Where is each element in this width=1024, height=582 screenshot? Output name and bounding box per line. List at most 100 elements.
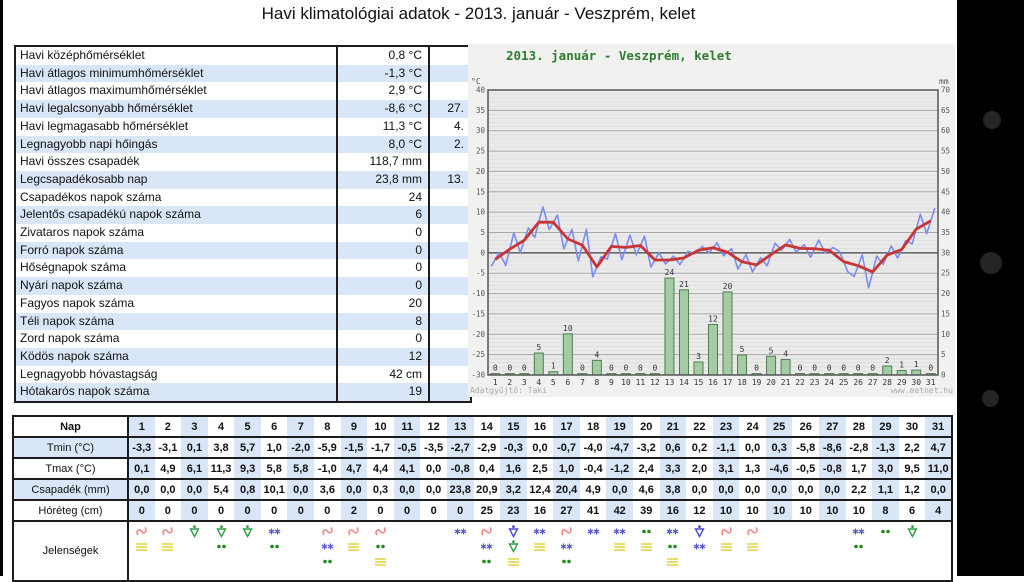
chart-source-left: Adatgyűjtő: Taki xyxy=(470,386,547,395)
rain-icon xyxy=(269,544,279,549)
precip-bar xyxy=(737,354,748,376)
stat-label: Legnagyobb napi hőingás xyxy=(15,135,338,154)
x-axis-label: 28 xyxy=(882,378,892,387)
y-axis-label-right: 10 xyxy=(941,330,951,339)
y-axis-label-right: 0 xyxy=(941,371,946,380)
daily-data-table: Nap 1 2 3 4 5 6 7 8 9 10 11 12 13 14 15 16 17 18 19 20 21 22 23… xyxy=(12,415,953,582)
bar-value-label: 0 xyxy=(493,364,498,373)
snow-shower-icon xyxy=(694,525,705,538)
stats-row: Fagyos napok száma 20 xyxy=(15,294,471,313)
y-axis-label-right: 60 xyxy=(941,126,951,135)
stats-row: Havi legmagasabb hőmérséklet 11,3 °C 4. xyxy=(15,117,471,136)
precip-cell: 0,0 xyxy=(739,478,766,500)
precip-cell: 0,0 xyxy=(420,478,447,500)
phenomena-stack xyxy=(208,523,235,553)
bar-value-label: 0 xyxy=(653,364,658,373)
bar-value-label: 0 xyxy=(609,364,614,373)
phenomena-stack xyxy=(261,523,288,553)
stat-value: -1,3 °C xyxy=(384,65,422,80)
phenomena-stack xyxy=(234,523,261,538)
phenomena-cell xyxy=(260,520,288,581)
tmin-cell: -3,5 xyxy=(420,436,447,458)
stat-label: Havi középhőmérséklet xyxy=(15,46,338,65)
stat-value: 0 xyxy=(415,225,422,240)
tmin-cell: 0,6 xyxy=(659,436,687,458)
phenomena-stack xyxy=(129,523,155,553)
x-axis-label: 4 xyxy=(536,378,541,387)
day-header-cell: 31 xyxy=(925,416,952,437)
phenomena-cell xyxy=(287,520,315,581)
freezing-icon xyxy=(747,527,758,536)
phenomena-cell xyxy=(659,520,687,581)
stat-value: 0 xyxy=(415,278,422,293)
temp-mean-line xyxy=(494,219,932,274)
y-axis-label-left: -30 xyxy=(471,371,485,380)
tmax-cell: 9,5 xyxy=(898,457,926,479)
tmin-cell: 0,0 xyxy=(526,436,554,458)
tmax-cell: 0,1 xyxy=(128,457,155,479)
stats-row: Havi átlagos maximumhőmérséklet 2,9 °C xyxy=(15,82,471,101)
stat-label: Havi átlagos maximumhőmérséklet xyxy=(15,82,338,101)
x-axis-label: 26 xyxy=(853,378,863,387)
tmax-cell: 3,3 xyxy=(659,457,687,479)
phenomena-stack xyxy=(792,523,819,525)
y-axis-label-right: 65 xyxy=(941,106,950,115)
left-axis-unit: °C xyxy=(471,77,481,86)
y-axis-label-left: -25 xyxy=(471,350,485,359)
phenomena-cell xyxy=(686,520,713,581)
stat-value: 42 cm xyxy=(389,366,422,381)
x-axis-label: 6 xyxy=(565,378,570,387)
stat-value: 20 xyxy=(408,295,422,310)
tmin-cell: 0,2 xyxy=(686,436,713,458)
phenomena-stack xyxy=(447,523,474,538)
fog-icon xyxy=(162,543,174,551)
stat-date xyxy=(428,347,471,366)
day-header-cell: 5 xyxy=(234,416,261,437)
stats-row: Nyári napok száma 0 xyxy=(15,277,471,295)
stats-row: Téli napok száma 8 xyxy=(15,312,471,331)
tmax-cell: 2,0 xyxy=(686,457,713,479)
y-axis-label-left: 30 xyxy=(476,126,486,135)
phenomena-stack xyxy=(553,523,580,568)
stats-row: Ködös napok száma 12 xyxy=(15,347,471,366)
fog-icon xyxy=(747,543,759,551)
snow-depth-cell: 0 xyxy=(367,499,394,521)
snow-icon xyxy=(560,543,573,550)
precip-row-label: Csapadék (mm) xyxy=(13,478,129,500)
rain-icon xyxy=(854,544,864,549)
stat-label: Havi átlagos minimumhőmérséklet xyxy=(15,64,338,83)
snow-depth-cell: 25 xyxy=(473,499,501,521)
phenomena-stack xyxy=(394,523,421,525)
x-axis-label: 31 xyxy=(926,378,936,387)
day-header-cell: 19 xyxy=(606,416,633,437)
bar-value-label: 5 xyxy=(740,345,745,354)
stat-value: -8,6 °C xyxy=(384,101,422,116)
snow-depth-cell: 0 xyxy=(181,499,208,521)
fog-icon xyxy=(614,543,626,551)
day-header-cell: 22 xyxy=(686,416,713,437)
bar-value-label: 12 xyxy=(708,315,718,324)
bar-value-label: 5 xyxy=(769,346,774,355)
precip-cell: 0,0 xyxy=(606,478,633,500)
precip-cell: 0,0 xyxy=(181,478,208,500)
freezing-icon xyxy=(322,527,333,536)
stats-row: Jelentős csapadékú napok száma 6 xyxy=(15,206,471,225)
x-axis-label: 23 xyxy=(810,378,820,387)
monthly-stats-table: Havi középhőmérséklet 0,8 °C Havi átlagos … xyxy=(14,45,472,404)
precip-cell: 1,1 xyxy=(872,478,899,500)
phenomena-stack xyxy=(899,523,926,538)
phenomena-cell xyxy=(925,520,952,581)
tmax-cell: 0,4 xyxy=(473,457,501,479)
snow-depth-cell: 0 xyxy=(314,499,341,521)
tmax-cell: 2,4 xyxy=(632,457,660,479)
x-axis-label: 12 xyxy=(650,378,660,387)
snow-depth-cell: 42 xyxy=(606,499,633,521)
stat-value: 12 xyxy=(408,348,422,363)
snow-icon xyxy=(268,528,280,535)
snow-depth-cell: 16 xyxy=(659,499,687,521)
y-axis-label-right: 70 xyxy=(941,86,951,95)
x-axis-label: 30 xyxy=(911,378,921,387)
fog-icon xyxy=(136,543,148,551)
day-header-cell: 15 xyxy=(500,416,527,437)
stats-row: Legnagyobb hóvastagság 42 cm xyxy=(15,365,471,384)
